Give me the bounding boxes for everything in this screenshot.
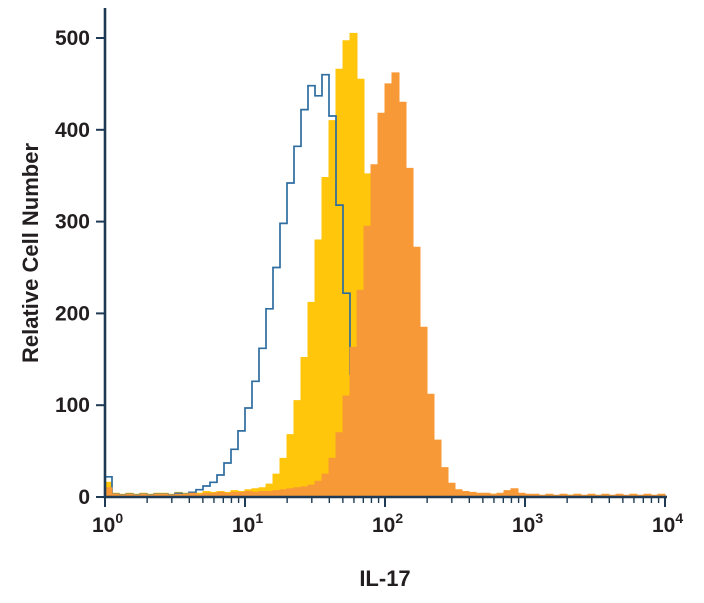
x-tick-label: 103 bbox=[512, 510, 543, 537]
x-tick-label: 104 bbox=[652, 510, 683, 537]
y-tick-label: 100 bbox=[55, 394, 90, 417]
y-tick-label: 500 bbox=[55, 27, 90, 50]
y-tick-label: 300 bbox=[55, 211, 90, 234]
x-tick-label: 101 bbox=[232, 510, 263, 537]
y-axis-title: Relative Cell Number bbox=[18, 142, 43, 364]
x-tick-label: 102 bbox=[372, 510, 403, 537]
y-tick-label: 0 bbox=[78, 486, 90, 509]
y-tick-label: 200 bbox=[55, 302, 90, 325]
series-orange-filled-histogram bbox=[104, 72, 666, 497]
x-axis-title: IL-17 bbox=[359, 566, 411, 591]
y-tick-label: 400 bbox=[55, 119, 90, 142]
x-tick-label: 100 bbox=[92, 510, 123, 537]
